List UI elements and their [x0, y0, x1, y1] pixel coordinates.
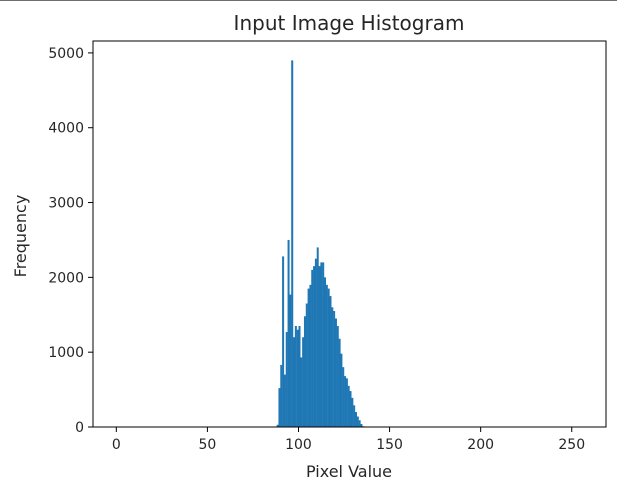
histogram-bar: [282, 256, 285, 427]
histogram-bar: [296, 329, 299, 427]
histogram-bar: [311, 269, 314, 427]
histogram-bar: [347, 385, 350, 427]
histogram-bar: [342, 367, 345, 427]
y-tick-label: 0: [75, 420, 84, 436]
histogram-bar: [309, 284, 312, 427]
y-tick-label: 2000: [48, 270, 84, 286]
histogram-bar: [307, 288, 310, 427]
histogram-bars: [276, 60, 365, 427]
histogram-bar: [300, 357, 303, 427]
histogram-bar: [303, 316, 306, 427]
histogram-bar: [305, 303, 308, 427]
x-tick-label: 0: [112, 437, 121, 453]
histogram-bar: [329, 296, 332, 427]
histogram-bar: [318, 266, 321, 427]
histogram-bar: [313, 266, 316, 427]
histogram-bar: [356, 416, 359, 427]
x-axis-label: Pixel Value: [306, 462, 392, 481]
histogram-bar: [283, 374, 286, 427]
y-tick-label: 5000: [48, 46, 84, 62]
histogram-bar: [358, 420, 361, 427]
histogram-bar: [322, 262, 325, 427]
histogram-bar: [344, 376, 347, 427]
histogram-bar: [294, 325, 297, 427]
histogram-bar: [291, 60, 294, 427]
histogram-bar: [331, 307, 334, 427]
histogram-bar: [278, 388, 281, 427]
histogram-bar: [289, 294, 292, 427]
histogram-bar: [338, 338, 341, 427]
x-tick-label: 200: [467, 437, 494, 453]
histogram-bar: [323, 277, 327, 427]
histogram-bar: [285, 331, 288, 427]
histogram-bar: [333, 311, 336, 427]
histogram-bar: [345, 378, 348, 427]
histogram-bar: [320, 262, 323, 427]
y-tick-label: 4000: [48, 121, 84, 137]
histogram-bar: [316, 247, 319, 427]
histogram-bar: [334, 318, 337, 427]
histogram-bar: [327, 288, 330, 427]
x-axis: 0 50 100 150 200 250: [112, 427, 585, 453]
histogram-bar: [314, 258, 317, 427]
histogram-bar: [287, 239, 290, 427]
y-tick-label: 3000: [48, 196, 84, 212]
chart-title: Input Image Histogram: [234, 11, 465, 35]
histogram-bar: [354, 412, 357, 427]
histogram-bar: [349, 391, 352, 427]
histogram-bar: [360, 424, 363, 427]
histogram-bar: [351, 397, 354, 427]
window-top-border: [0, 0, 617, 1]
y-axis: 0 1000 2000 3000 4000 5000: [48, 46, 93, 436]
histogram-bar: [340, 353, 343, 427]
histogram-bar: [280, 364, 283, 427]
x-tick-label: 250: [558, 437, 585, 453]
histogram-bar: [298, 325, 301, 427]
histogram-bar: [325, 284, 328, 427]
x-tick-label: 150: [376, 437, 403, 453]
plot-frame: [92, 40, 607, 428]
x-tick-label: 100: [285, 437, 312, 453]
y-axis-label: Frequency: [11, 195, 30, 278]
histogram-bar: [336, 325, 339, 427]
histogram-bar: [293, 337, 296, 427]
y-tick-label: 1000: [48, 345, 84, 361]
histogram-bar: [353, 405, 356, 427]
histogram-bar: [302, 337, 305, 427]
histogram-bar: [276, 424, 279, 427]
x-tick-label: 50: [198, 437, 216, 453]
